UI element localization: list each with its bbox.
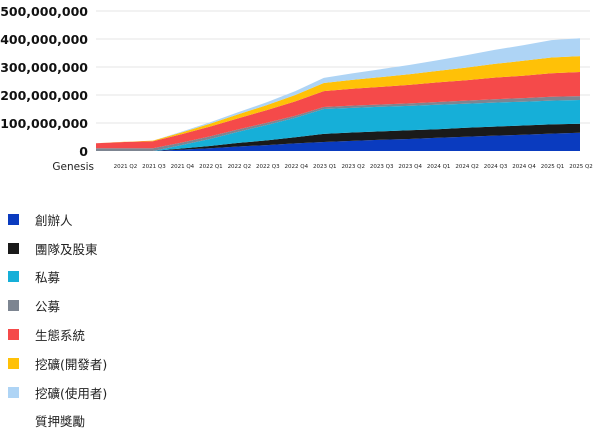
x-tick-label: 2022 Q4	[285, 164, 309, 170]
x-tick-label: 2023 Q3	[370, 164, 394, 170]
legend-swatch	[8, 329, 19, 341]
legend-swatch	[8, 271, 19, 283]
legend-swatch	[8, 415, 19, 427]
x-tick-label: 2023 Q1	[313, 164, 337, 170]
area-series-6	[96, 38, 580, 144]
legend-item[interactable]: 挖礦(開發者)	[8, 349, 308, 378]
x-tick-label: 2025 Q1	[541, 164, 565, 170]
x-axis-ticks: Genesis 2021 Q2 2021 Q3 2021 Q4 2022 Q1 2022 …	[52, 161, 592, 173]
x-tick-label: 2024 Q1	[427, 164, 451, 170]
x-tick-label: 2021 Q2	[114, 164, 138, 170]
area-series-4	[96, 72, 580, 149]
x-tick-label: 2022 Q2	[228, 164, 252, 170]
x-tick-label: 2022 Q3	[256, 164, 280, 170]
x-tick-label: 2022 Q1	[199, 164, 223, 170]
x-tick-label: 2024 Q2	[455, 164, 479, 170]
legend-label: 挖礦(開發者)	[35, 356, 108, 372]
legend-item[interactable]: 生態系統	[8, 320, 308, 349]
y-axis-ticks: 0 100,000,000 200,000,000 300,000,000 400,00…	[0, 4, 88, 159]
x-tick-label: 2023 Q4	[398, 164, 422, 170]
legend-label: 私募	[35, 270, 61, 286]
legend-swatch	[8, 242, 19, 254]
area-series-2	[96, 100, 580, 151]
area-series-0	[96, 132, 580, 151]
legend-swatch	[8, 300, 19, 312]
legend-label: 團隊及股東	[35, 241, 98, 257]
y-tick-label: 400,000,000	[0, 32, 88, 47]
legend-item[interactable]: 私募	[8, 263, 308, 292]
y-tick-label: 500,000,000	[0, 4, 88, 19]
legend-item[interactable]: 質押獎勵	[8, 407, 308, 435]
legend-label: 公募	[35, 299, 61, 315]
y-tick-label: 100,000,000	[0, 116, 88, 131]
x-tick-label: 2024 Q3	[484, 164, 508, 170]
y-tick-label: 200,000,000	[0, 88, 88, 103]
legend-item[interactable]: 公募	[8, 291, 308, 320]
y-tick-label: 0	[79, 144, 88, 159]
area-series-5	[96, 56, 580, 144]
legend-label: 生態系統	[35, 328, 86, 344]
legend-item[interactable]: 團隊及股東	[8, 234, 308, 263]
legend-swatch	[8, 213, 19, 225]
x-tick-label: Genesis	[52, 161, 94, 173]
area-series-3	[96, 96, 580, 151]
legend-item[interactable]: 創辦人	[8, 205, 308, 234]
x-tick-label: 2023 Q2	[341, 164, 365, 170]
legend: 創辦人團隊及股東私募公募生態系統挖礦(開發者) 挖礦(使用者) 質押獎勵	[8, 205, 308, 435]
legend-swatch	[8, 386, 19, 398]
y-tick-label: 300,000,000	[0, 60, 88, 75]
legend-label: 挖礦(使用者)	[35, 385, 108, 401]
x-tick-label: 2025 Q2	[569, 164, 593, 170]
series-areas	[96, 38, 580, 151]
legend-swatch	[8, 357, 19, 369]
legend-label: 創辦人	[35, 212, 73, 228]
legend-item[interactable]: 挖礦(使用者)	[8, 378, 308, 407]
x-tick-label: 2021 Q4	[171, 164, 195, 170]
legend-label: 質押獎勵	[35, 414, 86, 430]
x-tick-label: 2021 Q3	[142, 164, 166, 170]
x-tick-label: 2024 Q4	[512, 164, 536, 170]
stacked-area-chart: 0 100,000,000 200,000,000 300,000,000 400,00…	[0, 4, 593, 173]
area-series-1	[96, 123, 580, 151]
